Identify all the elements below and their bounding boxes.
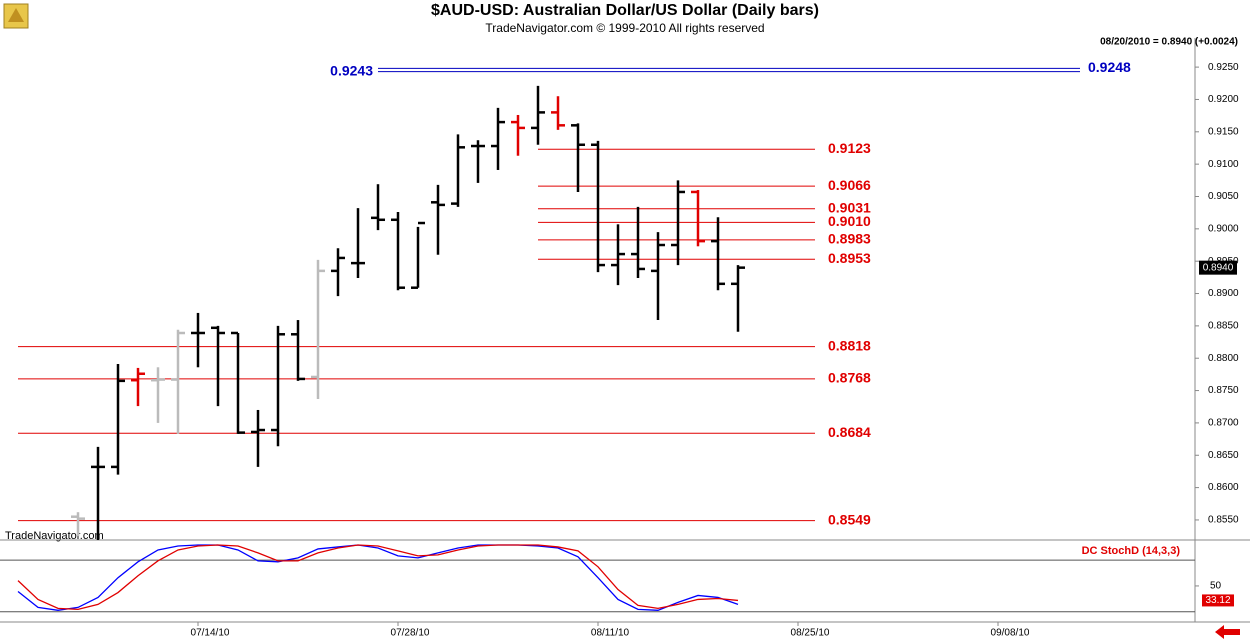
level-label: 0.8684: [828, 424, 871, 440]
y-tick-label: 0.9050: [1208, 191, 1239, 202]
quote-info: 08/20/2010 = 0.8940 (+0.0024): [1100, 37, 1238, 48]
x-tick-label: 09/08/10: [991, 628, 1030, 639]
y-tick-label: 0.9100: [1208, 159, 1239, 170]
logo: [3, 3, 29, 29]
y-tick-label: 0.8700: [1208, 418, 1239, 429]
last-value-label: 33.12: [1205, 595, 1230, 606]
level-label: 0.9010: [828, 213, 871, 229]
y-tick-label: 0.8850: [1208, 321, 1239, 332]
level-label: 0.9066: [828, 177, 871, 193]
chart-subtitle: TradeNavigator.com © 1999-2010 All right…: [485, 21, 764, 35]
level-label: 0.8953: [828, 250, 871, 266]
chart-title: $AUD-USD: Australian Dollar/US Dollar (D…: [431, 2, 819, 19]
y-tick-label: 0.8900: [1208, 288, 1239, 299]
y-tick-label: 0.8650: [1208, 450, 1239, 461]
level-label: 0.8818: [828, 337, 871, 353]
x-tick-label: 07/14/10: [191, 628, 230, 639]
scroll-arrow[interactable]: [1215, 625, 1240, 639]
y-tick-label: 0.9000: [1208, 223, 1239, 234]
y-tick-label: 0.8600: [1208, 482, 1239, 493]
level-label: 0.8549: [828, 511, 871, 527]
x-tick-label: 08/11/10: [591, 628, 630, 639]
y-tick-label: 0.8800: [1208, 353, 1239, 364]
channel-label: 0.9248: [1088, 59, 1131, 75]
y-tick-label: 0.9200: [1208, 94, 1239, 105]
y-tick-label: 0.9150: [1208, 126, 1239, 137]
level-label: 0.9123: [828, 140, 871, 156]
level-label: 0.8768: [828, 370, 871, 386]
indicator-title: DC StochD (14,3,3): [1082, 545, 1181, 557]
stoch-line: [17, 544, 739, 611]
level-label: 0.9031: [828, 199, 871, 215]
channel-label: 0.9243: [330, 62, 373, 78]
y-tick-label: 0.9250: [1208, 62, 1239, 73]
x-tick-label: 07/28/10: [391, 628, 430, 639]
last-price-label: 0.8940: [1203, 262, 1234, 273]
y-tick-label: 0.8550: [1208, 515, 1239, 526]
level-label: 0.8983: [828, 231, 871, 247]
y-tick-label: 0.8750: [1208, 385, 1239, 396]
stoch-line: [17, 544, 739, 611]
y-tick-label: 50: [1210, 581, 1222, 592]
last-price-box: [1199, 260, 1237, 275]
x-tick-label: 08/25/10: [791, 628, 830, 639]
last-value-box: [1202, 594, 1234, 607]
